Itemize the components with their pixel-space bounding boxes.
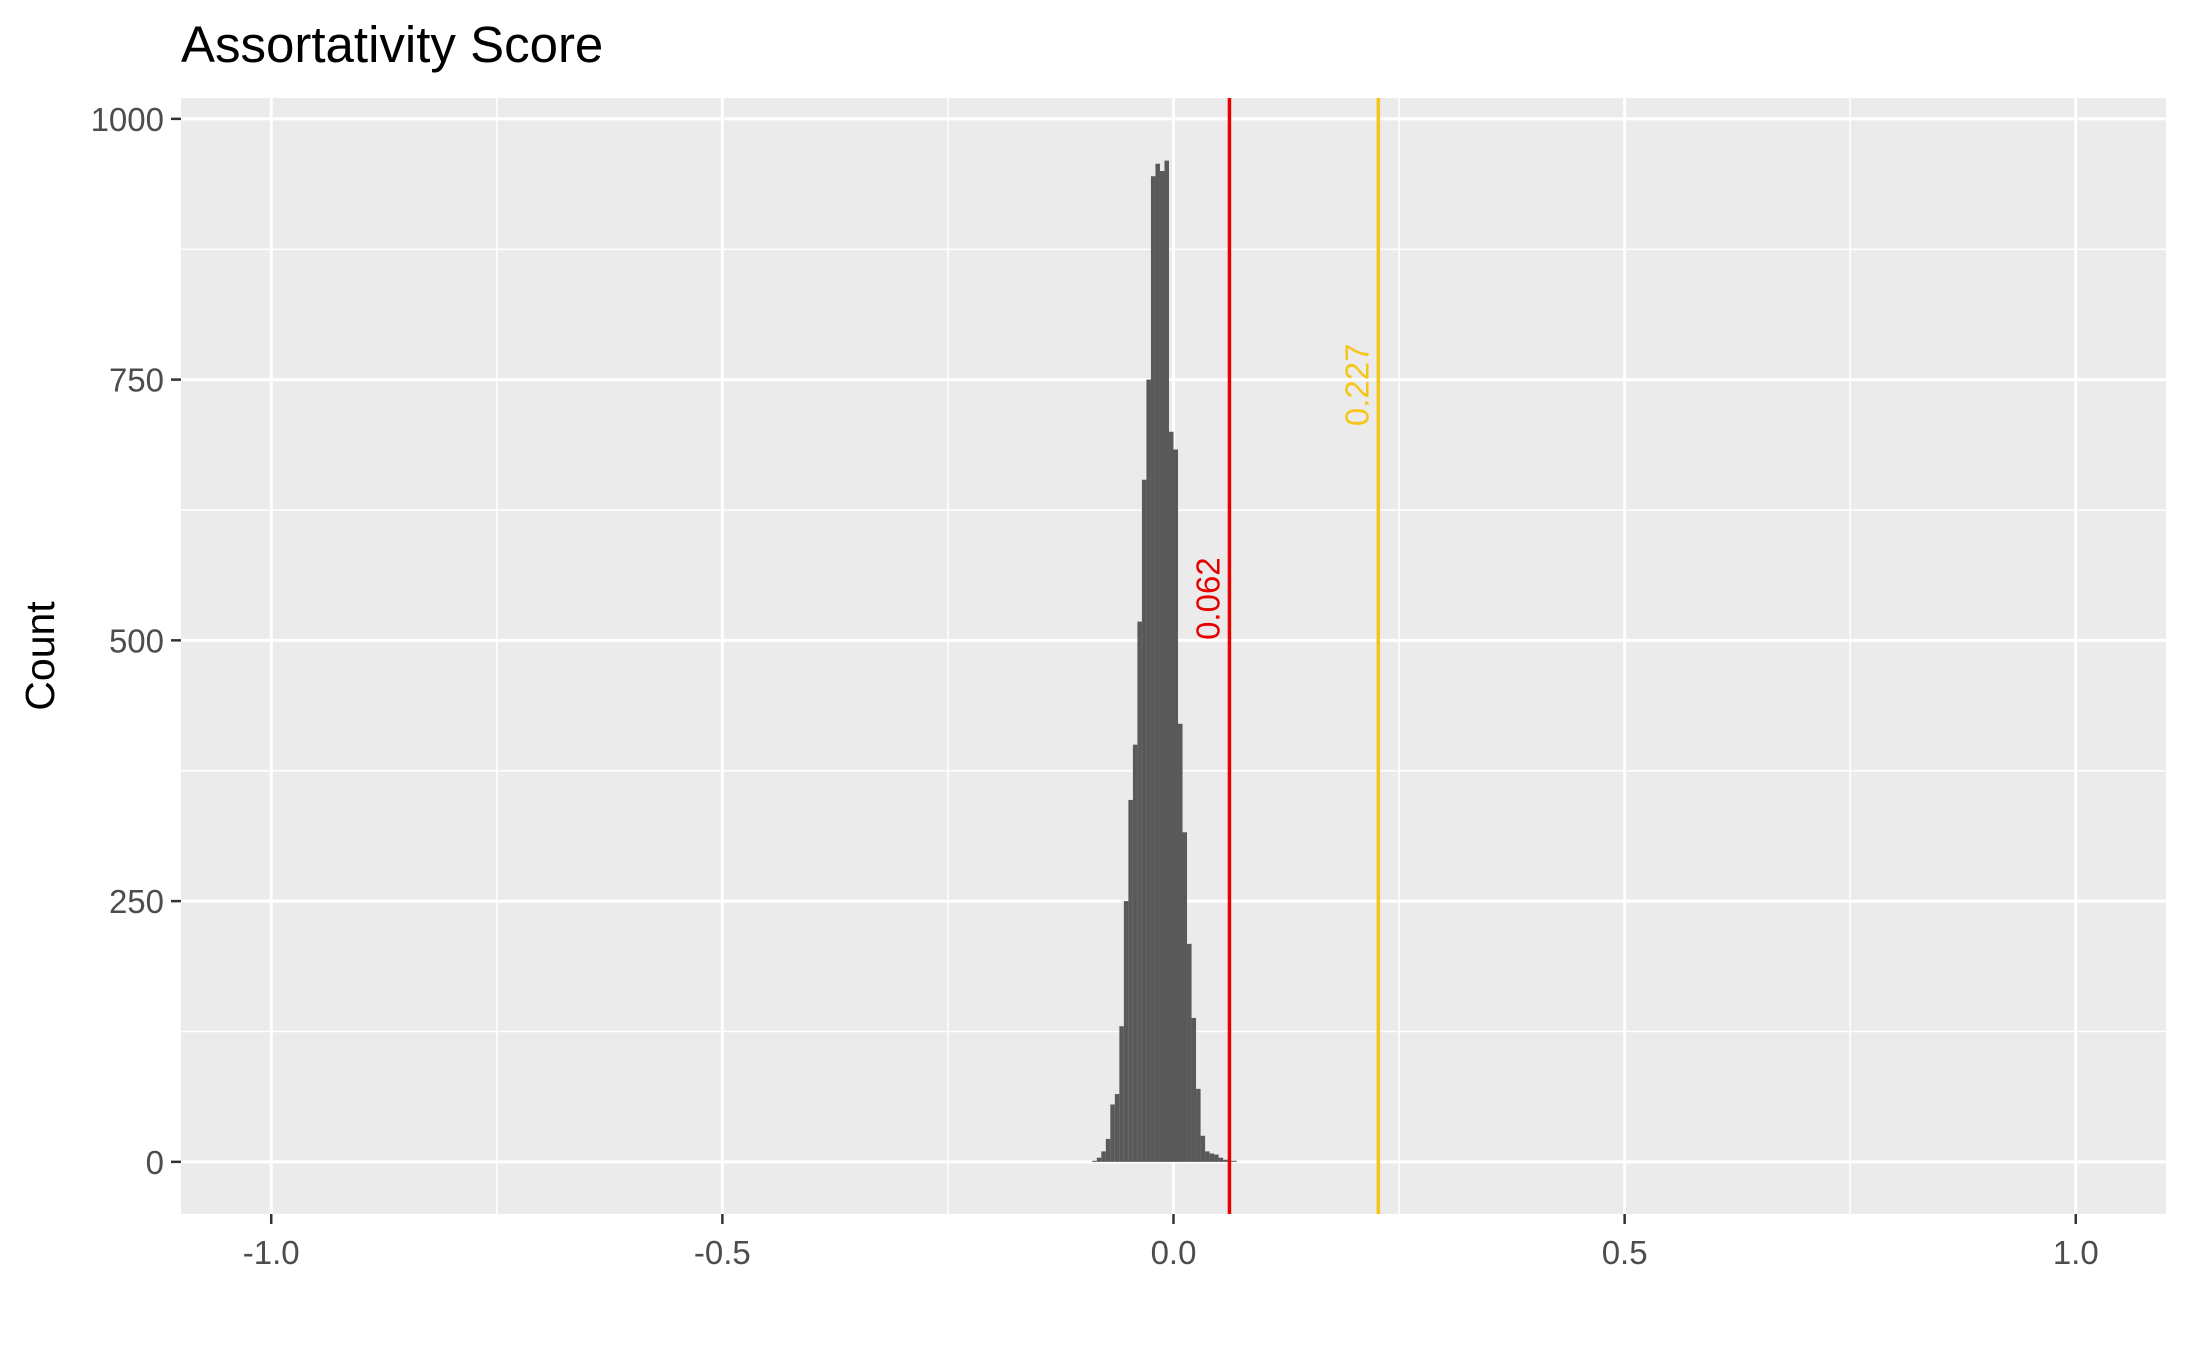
- x-tick-label: 0.0: [1151, 1234, 1197, 1271]
- histogram-bar: [1164, 160, 1169, 1162]
- y-tick-label: 500: [109, 622, 164, 659]
- histogram-bar: [1173, 449, 1179, 1162]
- histogram-bar: [1119, 1026, 1124, 1162]
- histogram-bar: [1101, 1151, 1106, 1162]
- histogram-bar: [1155, 163, 1160, 1162]
- histogram-bar: [1146, 379, 1151, 1162]
- histogram-bar: [1200, 1135, 1206, 1162]
- histogram-bar: [1128, 799, 1133, 1162]
- histogram-bar: [1182, 832, 1188, 1162]
- reference-line-label: 0.227: [1338, 344, 1375, 427]
- chart-title: Assortativity Score: [181, 16, 603, 73]
- histogram-bar: [1110, 1104, 1115, 1162]
- histogram-bar: [1191, 1017, 1197, 1162]
- histogram-bar: [1159, 171, 1165, 1162]
- histogram-bar: [1232, 1160, 1237, 1162]
- y-axis-title: Count: [17, 601, 63, 711]
- histogram-bar: [1132, 744, 1138, 1162]
- x-tick-label: -1.0: [243, 1234, 300, 1271]
- histogram-bar: [1187, 943, 1192, 1162]
- histogram-bar: [1137, 621, 1142, 1162]
- histogram-bar: [1114, 1094, 1120, 1162]
- histogram-bar: [1209, 1153, 1215, 1162]
- histogram-bar: [1218, 1157, 1224, 1162]
- histogram-bar: [1096, 1157, 1102, 1162]
- reference-lines: 0.062 0.227: [1189, 98, 1381, 1214]
- histogram-bar: [1168, 431, 1174, 1162]
- reference-line-label: 0.062: [1189, 557, 1226, 640]
- y-tick-label: 1000: [91, 101, 164, 138]
- histogram-bar: [1214, 1154, 1219, 1162]
- y-tick-label: 250: [109, 883, 164, 920]
- x-tick-label: 0.5: [1602, 1234, 1648, 1271]
- histogram-bar: [1150, 176, 1156, 1162]
- x-tick-label: -0.5: [694, 1234, 751, 1271]
- histogram-bar: [1105, 1138, 1111, 1162]
- histogram-bar: [1196, 1088, 1201, 1162]
- histogram-bar: [1205, 1151, 1210, 1162]
- x-tick-label: 1.0: [2053, 1234, 2099, 1271]
- histogram-bar: [1223, 1159, 1228, 1162]
- histogram-bar: [1178, 723, 1183, 1162]
- histogram-bars: [1092, 160, 1237, 1162]
- y-tick-label: 750: [109, 362, 164, 399]
- y-tick-label: 0: [146, 1144, 164, 1181]
- histogram-bar: [1123, 901, 1129, 1162]
- histogram-bar: [1092, 1160, 1097, 1162]
- y-axis: 0 250 500 750 1000: [91, 101, 181, 1181]
- x-axis: -1.0 -0.5 0.0 0.5 1.0: [243, 1214, 2099, 1271]
- histogram-bar: [1141, 479, 1147, 1162]
